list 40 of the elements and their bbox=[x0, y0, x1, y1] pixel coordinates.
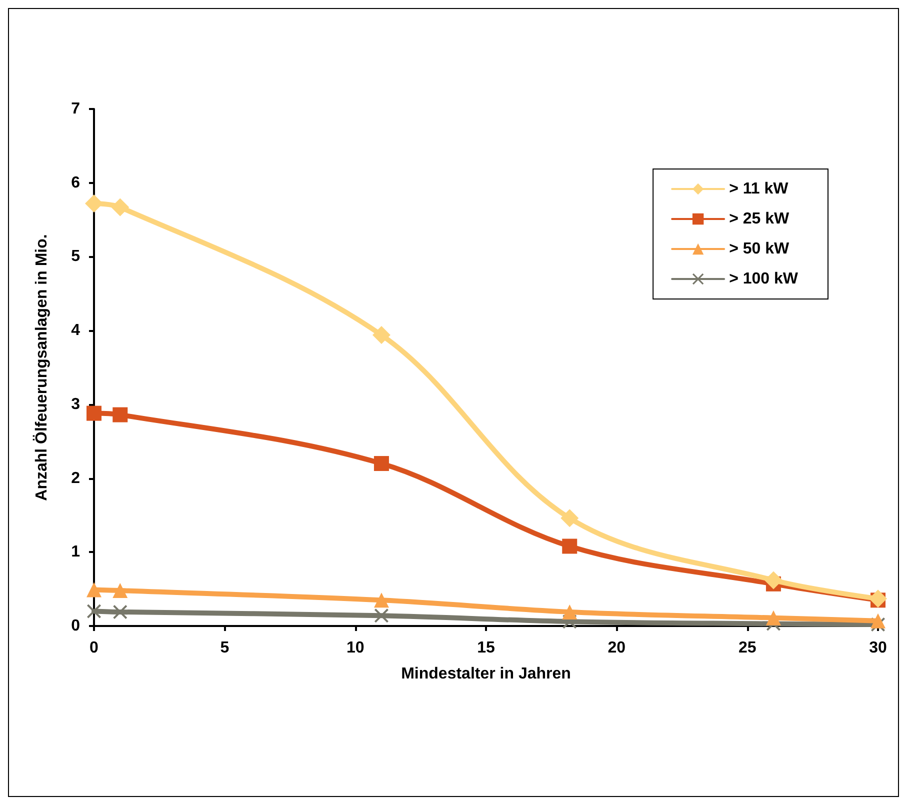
point bbox=[86, 406, 102, 421]
point bbox=[374, 592, 389, 608]
x-tick-label: 5 bbox=[220, 640, 230, 656]
point bbox=[562, 604, 578, 620]
point bbox=[374, 456, 389, 472]
point bbox=[372, 326, 390, 344]
x-axis-title: Mindestalter in Jahren bbox=[401, 666, 571, 682]
y-axis-title: Anzahl Ölfeuerungsanlagen in Mio. bbox=[32, 234, 50, 501]
x-tick-label: 30 bbox=[869, 640, 887, 656]
point bbox=[870, 613, 886, 628]
y-tick-label: 5 bbox=[71, 248, 80, 266]
y-tick-label: 1 bbox=[71, 544, 80, 561]
point bbox=[374, 608, 388, 623]
legend-label: > 50 kW bbox=[729, 240, 790, 258]
x-tick-label: 10 bbox=[346, 640, 364, 656]
point bbox=[85, 194, 103, 213]
point bbox=[764, 571, 782, 590]
legend-label: > 100 kW bbox=[729, 270, 799, 288]
x-tick-label: 25 bbox=[738, 640, 756, 656]
y-tick-label: 0 bbox=[71, 618, 80, 634]
point bbox=[113, 604, 128, 619]
point bbox=[560, 509, 579, 528]
point bbox=[87, 604, 101, 618]
y-tick-label: 4 bbox=[71, 322, 80, 340]
point bbox=[111, 198, 130, 216]
x-tick-label: 20 bbox=[608, 640, 626, 656]
y-tick-label: 6 bbox=[71, 174, 80, 192]
y-tick-label: 3 bbox=[71, 396, 80, 413]
y-tick-label: 2 bbox=[71, 470, 80, 487]
point bbox=[766, 610, 781, 626]
point bbox=[112, 407, 128, 422]
point bbox=[86, 582, 102, 598]
point bbox=[112, 583, 128, 598]
legend-label: > 11 kW bbox=[729, 180, 790, 198]
point bbox=[869, 590, 887, 608]
x-tick-label: 15 bbox=[477, 640, 495, 656]
legend-label: > 25 kW bbox=[729, 210, 790, 228]
y-tick-label: 7 bbox=[71, 100, 80, 118]
point bbox=[562, 538, 578, 554]
x-tick-label: 0 bbox=[90, 640, 99, 656]
